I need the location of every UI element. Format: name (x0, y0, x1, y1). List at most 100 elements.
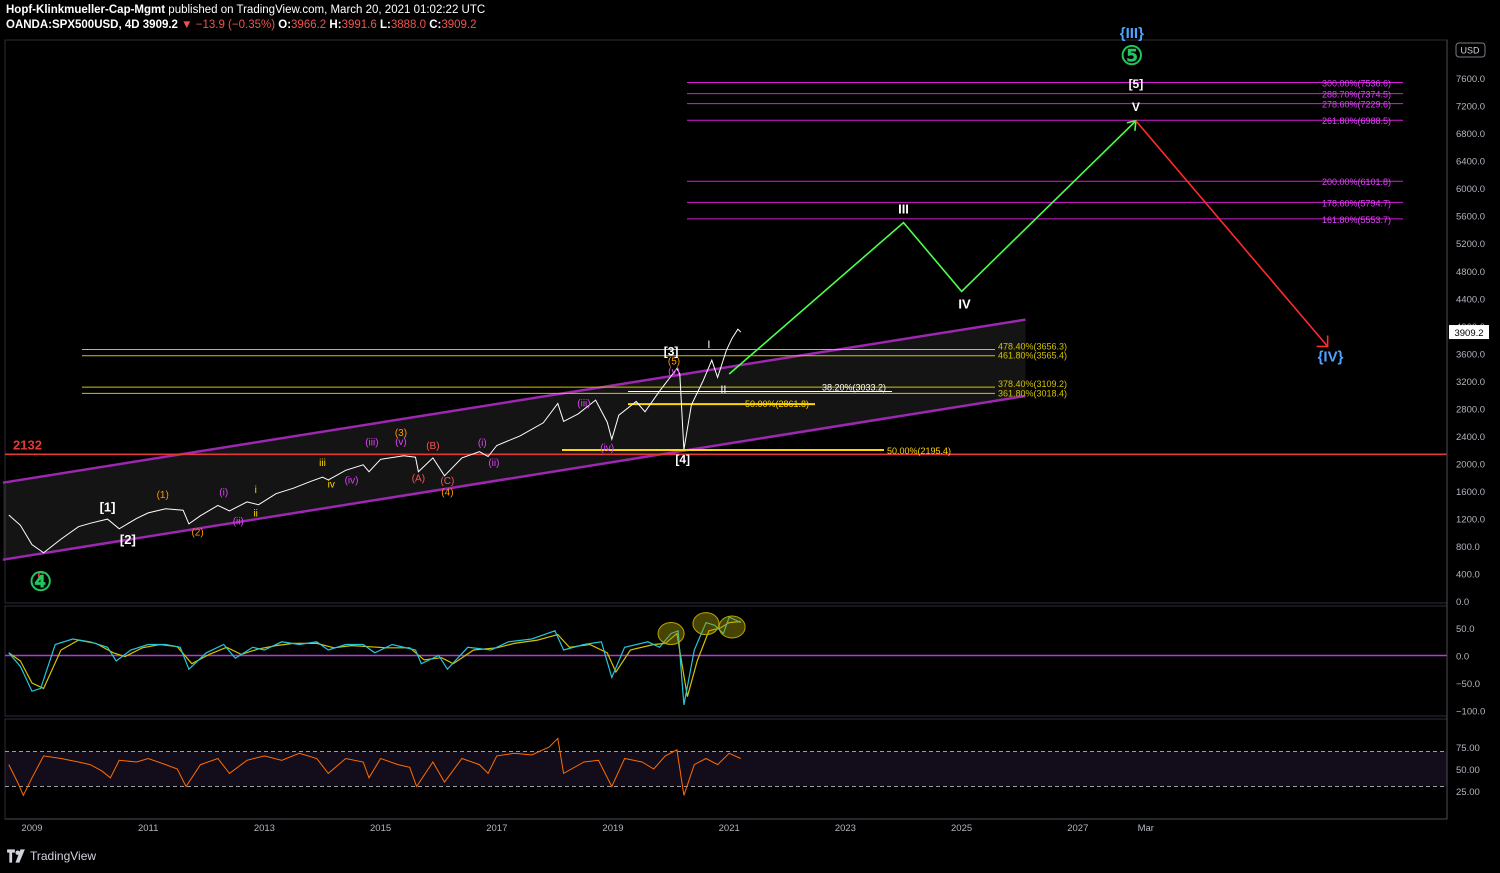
rsi-tick-label: 50.00 (1456, 765, 1480, 776)
rsi-pane[interactable] (4, 718, 1448, 820)
wave-label: [5] (1129, 77, 1144, 91)
x-tick-label: 2013 (254, 823, 275, 834)
high-label: H: (329, 19, 342, 31)
price-tag-label: 3909.2 (1454, 328, 1483, 339)
projection-red-line (1135, 120, 1329, 347)
fib-label-magenta: 278.60%(7229.6) (1322, 100, 1391, 110)
fib-label-magenta: 161.80%(5553.7) (1322, 215, 1391, 225)
currency-button[interactable] (1455, 42, 1486, 58)
close-value: 3909.2 (441, 19, 477, 31)
y-tick-label: 2000.0 (1456, 459, 1485, 470)
wave-label: (iv) (600, 443, 614, 454)
footer: TradingView (6, 848, 96, 864)
fib-label-yellow: 461.80%(3565.4) (998, 351, 1067, 361)
projection-green-arrowhead (1126, 119, 1137, 131)
wave-label: (4) (441, 488, 453, 499)
highlight-circle (692, 612, 720, 636)
wave-label: (B) (426, 441, 439, 452)
wave-label: (3) (395, 428, 407, 439)
y-tick-label: 6800.0 (1456, 129, 1485, 140)
rsi-line (8, 737, 742, 797)
wave-label: III (898, 202, 909, 217)
wave-label: iii (319, 458, 326, 469)
channel-fill (2, 319, 1026, 560)
down-arrow-icon: ▼ (181, 19, 193, 31)
chart-header: Hopf-Klinkmueller-Cap-Mgmt published on … (6, 3, 485, 33)
fib-label-yellow: 478.40%(3656.3) (998, 341, 1067, 351)
y-tick-label: 800.0 (1456, 542, 1480, 553)
wave-label: (5) (668, 356, 680, 367)
osc-tick-label: 50.0 (1456, 624, 1475, 635)
fib-label-yellow: 361.80%(3018.4) (998, 388, 1067, 398)
wave-label: [2] (120, 532, 136, 547)
wave-label: (ii) (488, 458, 499, 469)
wave-label: (C) (440, 476, 454, 487)
wave-label: (iii) (365, 438, 378, 449)
wave-label: (ii) (233, 517, 244, 528)
published-text: published on TradingView.com, March 20, … (168, 4, 486, 16)
wave-label: (2) (191, 528, 203, 539)
wave-label: [1] (100, 500, 116, 515)
y-tick-label: 7200.0 (1456, 102, 1485, 113)
high-value: 3991.6 (341, 19, 377, 31)
last-price: 3909.2 (142, 19, 178, 31)
change-value: −13.9 (−0.35%) (195, 19, 276, 31)
x-tick-label: 2017 (486, 823, 507, 834)
price-tag-box (1449, 325, 1489, 340)
x-tick-label: 2021 (719, 823, 740, 834)
rsi-band-fill (5, 751, 1447, 787)
rsi-tick-label: 75.00 (1456, 743, 1480, 754)
support-label: 2132 (13, 437, 42, 452)
wave-label: iv (328, 479, 335, 490)
symbol-label[interactable]: OANDA:SPX500USD, 4D (6, 19, 140, 31)
wave-label: I (707, 339, 710, 351)
y-tick-label: 5600.0 (1456, 212, 1485, 223)
wave-label: V (1132, 100, 1140, 114)
oscillator-fast-line (8, 616, 742, 706)
fib-label-correction: 50.00%(2861.8) (745, 399, 809, 409)
rsi-tick-label: 25.00 (1456, 787, 1480, 798)
fib-label-yellow: 378.40%(3109.2) (998, 379, 1067, 389)
y-tick-label: 2800.0 (1456, 404, 1485, 415)
author-name[interactable]: Hopf-Klinkmueller-Cap-Mgmt (6, 4, 166, 16)
tradingview-logo-icon[interactable] (6, 848, 26, 864)
y-tick-label: 1200.0 (1456, 514, 1485, 525)
fib-label-magenta: 261.80%(6988.5) (1322, 116, 1391, 126)
x-tick-label: 2015 (370, 823, 391, 834)
fib-label-correction: 38.20%(3033.2) (822, 383, 886, 393)
wave-label: {III} (1120, 25, 1144, 42)
y-tick-label: 3600.0 (1456, 349, 1485, 360)
main-pane[interactable] (4, 39, 1448, 604)
y-tick-label: 4800.0 (1456, 267, 1485, 278)
wave-label: (v) (668, 367, 680, 378)
wave-label: II (720, 384, 726, 396)
projection-red-arrowhead (1316, 335, 1329, 348)
price-series-line[interactable] (8, 328, 742, 554)
footer-brand[interactable]: TradingView (30, 849, 97, 863)
publish-line: Hopf-Klinkmueller-Cap-Mgmt published on … (6, 3, 485, 18)
wave-label: (i) (478, 438, 487, 449)
y-tick-label: 7600.0 (1456, 74, 1485, 85)
fib-label-magenta: 178.60%(5794.7) (1322, 198, 1391, 208)
osc-tick-label: −100.0 (1456, 706, 1485, 717)
fib-label-correction: 50.00%(2195.4) (887, 446, 951, 456)
x-tick-label: Mar (1138, 823, 1154, 834)
y-tick-label: 4400.0 (1456, 294, 1485, 305)
x-tick-label: 2025 (951, 823, 972, 834)
x-tick-label: 2027 (1067, 823, 1088, 834)
y-tick-label: 5200.0 (1456, 239, 1485, 250)
projection-green-line (728, 120, 1137, 375)
y-tick-label: 3200.0 (1456, 377, 1485, 388)
wave-label: [4] (675, 452, 690, 466)
highlight-circle (657, 622, 685, 646)
currency-label: USD (1460, 46, 1480, 56)
y-tick-label: 1600.0 (1456, 487, 1485, 498)
fib-label-magenta: 288.70%(7374.5) (1322, 90, 1391, 100)
x-tick-label: 2023 (835, 823, 856, 834)
wave-label: i (255, 485, 257, 496)
osc-tick-label: 0.0 (1456, 652, 1469, 663)
y-tick-label: 0.0 (1456, 597, 1469, 608)
wave-label: ⑤ (1120, 40, 1143, 70)
open-value: 3966.2 (291, 19, 327, 31)
